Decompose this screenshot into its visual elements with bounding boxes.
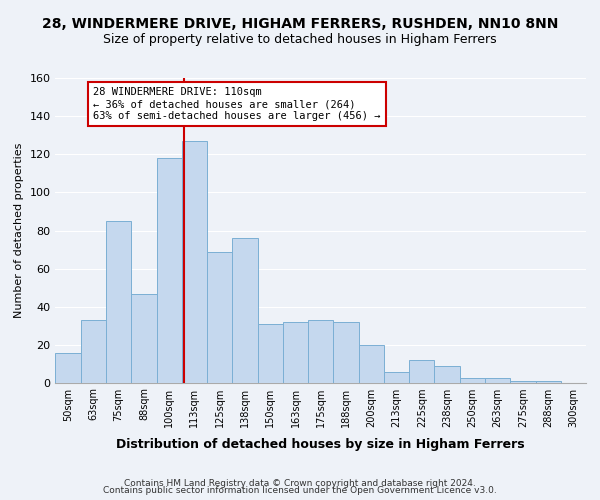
Text: 28 WINDERMERE DRIVE: 110sqm
← 36% of detached houses are smaller (264)
63% of se: 28 WINDERMERE DRIVE: 110sqm ← 36% of det… xyxy=(94,88,381,120)
Bar xyxy=(131,294,157,384)
Bar xyxy=(308,320,334,384)
Text: 28, WINDERMERE DRIVE, HIGHAM FERRERS, RUSHDEN, NN10 8NN: 28, WINDERMERE DRIVE, HIGHAM FERRERS, RU… xyxy=(42,18,558,32)
Bar xyxy=(182,141,207,384)
Bar xyxy=(257,324,283,384)
Bar xyxy=(359,345,384,384)
Bar xyxy=(384,372,409,384)
Text: Size of property relative to detached houses in Higham Ferrers: Size of property relative to detached ho… xyxy=(103,32,497,46)
Text: Contains public sector information licensed under the Open Government Licence v3: Contains public sector information licen… xyxy=(103,486,497,495)
Bar xyxy=(157,158,182,384)
Bar xyxy=(536,382,561,384)
Bar xyxy=(55,353,81,384)
Bar xyxy=(434,366,460,384)
Bar xyxy=(334,322,359,384)
Bar xyxy=(81,320,106,384)
Bar xyxy=(485,378,510,384)
Y-axis label: Number of detached properties: Number of detached properties xyxy=(14,143,24,318)
Bar xyxy=(460,378,485,384)
Bar xyxy=(207,252,232,384)
Bar xyxy=(283,322,308,384)
Bar xyxy=(409,360,434,384)
Text: Contains HM Land Registry data © Crown copyright and database right 2024.: Contains HM Land Registry data © Crown c… xyxy=(124,478,476,488)
Bar xyxy=(232,238,257,384)
Bar xyxy=(510,382,536,384)
X-axis label: Distribution of detached houses by size in Higham Ferrers: Distribution of detached houses by size … xyxy=(116,438,525,451)
Bar xyxy=(106,221,131,384)
